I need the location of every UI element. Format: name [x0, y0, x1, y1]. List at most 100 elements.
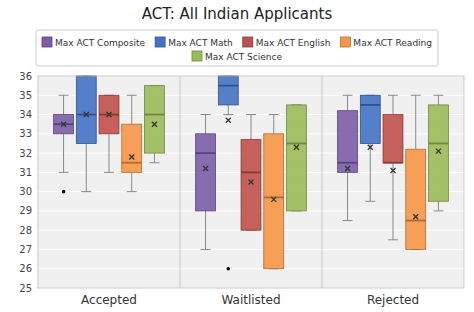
flier: [62, 190, 66, 194]
cap-low: [433, 210, 443, 211]
box: [429, 105, 449, 201]
y-tick-label: 32: [19, 148, 32, 159]
mean-marker: [345, 166, 350, 171]
cap-high: [388, 95, 398, 96]
y-tick-label: 35: [19, 90, 32, 101]
box-group: [122, 95, 142, 191]
whisker-low: [131, 172, 132, 191]
y-tick-label: 34: [19, 109, 32, 120]
whisker-low: [63, 134, 64, 173]
box: [196, 134, 216, 211]
box: [145, 86, 165, 153]
whisker-low: [347, 172, 348, 220]
y-tick-label: 33: [19, 128, 32, 139]
cap-low: [343, 220, 353, 221]
legend-swatch: [155, 37, 165, 47]
median: [196, 152, 216, 154]
box-group: [429, 95, 449, 211]
box-group: [287, 105, 307, 211]
box: [54, 115, 74, 134]
legend-label: Max ACT English: [256, 38, 331, 48]
whisker-low: [109, 134, 110, 173]
cap-low: [365, 201, 375, 202]
legend-label: Max ACT Composite: [55, 38, 146, 48]
whisker-high: [415, 95, 416, 149]
legend-swatch: [42, 37, 52, 47]
plot-frame: [38, 76, 464, 288]
group-separator: [180, 76, 181, 288]
legend-swatch: [340, 37, 350, 47]
legend-swatch: [243, 37, 253, 47]
legend-item: Max ACT Reading: [340, 37, 432, 48]
median: [406, 220, 426, 222]
median: [241, 171, 261, 173]
mean-marker: [436, 149, 441, 154]
group-separator: [322, 76, 323, 288]
legend-swatch: [192, 51, 202, 61]
cap-high: [411, 95, 421, 96]
cap-high: [246, 114, 256, 115]
whisker-low: [393, 163, 394, 240]
mean-marker: [152, 122, 157, 127]
series: [54, 95, 358, 249]
cap-low: [59, 172, 69, 173]
whisker-high: [393, 95, 394, 114]
marks: [54, 76, 449, 271]
mean-marker: [271, 197, 276, 202]
x-tick-label: Rejected: [367, 293, 419, 307]
box-group: [406, 95, 426, 249]
cap-high: [269, 114, 279, 115]
whisker-low: [438, 201, 439, 211]
box-group: [218, 76, 238, 271]
box: [122, 124, 142, 172]
median: [145, 114, 165, 116]
box-group: [383, 95, 403, 240]
cap-high: [433, 95, 443, 96]
whisker-high: [273, 115, 274, 134]
cap-low: [388, 239, 398, 240]
cap-low: [223, 114, 233, 115]
box: [287, 105, 307, 211]
cap-low: [81, 191, 91, 192]
whisker-high: [131, 95, 132, 124]
box-group: [196, 115, 216, 250]
mean-marker: [294, 145, 299, 150]
cap-high: [343, 95, 353, 96]
cap-high: [127, 95, 137, 96]
median: [287, 143, 307, 145]
box: [360, 95, 380, 143]
mean-marker: [226, 118, 231, 123]
median: [360, 104, 380, 106]
y-tick-label: 29: [19, 205, 32, 216]
mean-marker: [84, 112, 89, 117]
cap-low: [104, 172, 114, 173]
mean-marker: [203, 166, 208, 171]
legend-frame: [36, 30, 438, 66]
whisker-high: [251, 115, 252, 140]
mean-marker: [107, 112, 112, 117]
median: [264, 197, 284, 199]
title: ACT: All Indian Applicants: [142, 5, 333, 23]
legend-item: Max ACT Math: [155, 37, 233, 48]
whisker-low: [205, 211, 206, 250]
whisker-low: [154, 153, 155, 163]
box-group: [54, 95, 74, 193]
legend: Max ACT Composite Max ACT Math Max ACT Eng…: [36, 30, 438, 66]
grid-line: [38, 268, 464, 269]
grid-line: [38, 172, 464, 173]
box: [338, 111, 358, 173]
y-tick-label: 26: [19, 263, 32, 274]
median: [122, 162, 142, 164]
box: [406, 149, 426, 249]
box-group: [99, 95, 119, 172]
legend-label: Max ACT Math: [168, 38, 233, 48]
mean-marker: [129, 154, 134, 159]
median: [338, 162, 358, 164]
chart: ACT: All Indian Applicants Max ACT Compos…: [0, 0, 474, 312]
legend-item: Max ACT English: [243, 37, 331, 48]
box: [241, 140, 261, 231]
box: [76, 76, 96, 143]
box-group: [360, 95, 380, 201]
cap-low: [201, 249, 211, 250]
box-group: [338, 95, 358, 220]
